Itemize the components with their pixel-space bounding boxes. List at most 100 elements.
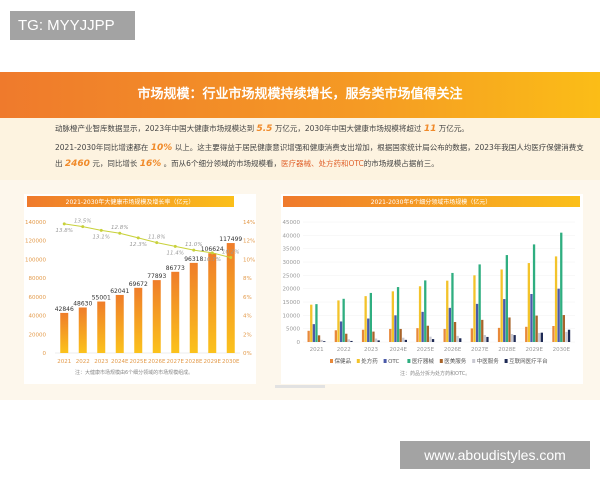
legend-label: 医美服务 [444, 357, 467, 365]
x-tick-label: 2028E [498, 347, 516, 353]
chart-note: 注：药品分拆为处方药和OTC。 [400, 370, 470, 377]
bar-1 [391, 291, 394, 342]
bar-value-label: 55001 [92, 295, 111, 302]
bar-0 [525, 326, 528, 342]
growth-point [62, 222, 66, 226]
growth-point [155, 241, 159, 245]
legend-label: 保健品 [335, 357, 352, 365]
y-tick-label: 5000 [286, 327, 300, 333]
chart-title: 2021-2030年大健康市场规模及增长率（亿元） [66, 198, 195, 206]
bar-1 [446, 280, 449, 342]
bar-value-label: 69672 [129, 281, 148, 288]
bar-value-label: 106624 [201, 246, 224, 253]
y2-tick-label: 4% [243, 314, 252, 320]
bar-value-label: 96318 [184, 256, 203, 263]
legend-swatch [439, 359, 443, 363]
bar-4 [399, 328, 402, 342]
bar-0 [307, 330, 310, 342]
y-tick-label: 100000 [25, 257, 46, 263]
bar-4 [372, 331, 375, 342]
bar-1 [310, 304, 313, 342]
bar-value-label: 48630 [73, 300, 92, 307]
y2-tick-label: 6% [243, 295, 252, 301]
bar-5 [374, 338, 378, 342]
y-tick-label: 0 [297, 340, 301, 346]
bar [115, 294, 124, 353]
bar-1 [418, 286, 422, 342]
y-tick-label: 45000 [283, 220, 301, 226]
bar-4 [562, 315, 565, 342]
bar-0 [334, 330, 337, 342]
y-tick-label: 120000 [25, 239, 46, 245]
legend-label: 处方药 [361, 357, 378, 365]
bar-5 [456, 335, 459, 342]
bar-0 [552, 326, 555, 342]
growth-point [81, 225, 85, 229]
y-tick-label: 20000 [29, 332, 47, 338]
x-tick-label: 2030E [553, 347, 571, 353]
x-tick-label: 2029E [204, 359, 222, 365]
bar-2 [394, 315, 397, 342]
bar-1 [554, 256, 558, 342]
growth-label: 11.8% [148, 235, 165, 241]
bar-2 [339, 321, 343, 342]
bar-4 [345, 333, 348, 342]
source-note [275, 385, 325, 388]
bar-6 [513, 335, 516, 342]
bar [78, 307, 87, 353]
bar-4 [426, 325, 429, 342]
growth-label: 10.7% [204, 257, 221, 263]
x-tick-label: 2027E [167, 359, 185, 365]
bar-6 [377, 340, 380, 342]
watermark-bottom-right: www.aboudistyles.com [400, 441, 590, 469]
bar [208, 253, 217, 353]
growth-point [118, 231, 122, 235]
charts-panel [0, 180, 600, 400]
y-tick-label: 20000 [283, 287, 301, 293]
chart-title: 2021-2030年6个细分领域市场规模（亿元） [371, 198, 492, 206]
growth-line [64, 223, 231, 259]
bar-3 [369, 292, 372, 342]
growth-point [210, 251, 214, 255]
y-tick-label: 15000 [283, 300, 301, 306]
growth-label: 12.3% [130, 242, 147, 248]
bar-3 [396, 287, 400, 342]
bar-3 [342, 298, 345, 342]
bar-5 [538, 332, 541, 342]
x-tick-label: 2024E [389, 347, 407, 353]
bar-2 [421, 311, 424, 342]
bar-value-label: 77893 [147, 273, 166, 280]
bar-3 [560, 232, 563, 342]
y-tick-label: 40000 [29, 314, 47, 320]
bar-1 [337, 300, 340, 342]
chart-title-bar [283, 196, 580, 207]
bar-value-label: 86773 [166, 265, 185, 272]
bar-6 [567, 329, 571, 342]
y2-tick-label: 2% [243, 332, 252, 338]
bar-4 [317, 335, 321, 342]
legend-swatch [383, 359, 387, 363]
bar-0 [361, 329, 365, 342]
bar-5 [483, 335, 486, 342]
bar-5 [565, 331, 568, 342]
bar-6 [486, 336, 489, 342]
bar-3 [478, 264, 481, 342]
legend-label: 互联网医疗平台 [509, 357, 548, 365]
bar-3 [451, 272, 454, 342]
y-tick-label: 35000 [283, 247, 301, 253]
bar-2 [503, 299, 506, 342]
bar-3 [315, 304, 318, 342]
y-tick-label: 0 [43, 351, 47, 357]
x-tick-label: 2021 [310, 347, 324, 353]
bar-value-label: 117499 [219, 236, 242, 243]
bar-2 [475, 303, 479, 342]
bar-4 [453, 322, 457, 342]
growth-point [229, 256, 233, 260]
x-tick-label: 2029E [525, 347, 543, 353]
bar-5 [510, 334, 514, 342]
x-tick-label: 2030E [222, 359, 240, 365]
growth-label: 11.4% [167, 250, 184, 256]
bar-6 [431, 339, 435, 342]
bar [60, 312, 69, 353]
